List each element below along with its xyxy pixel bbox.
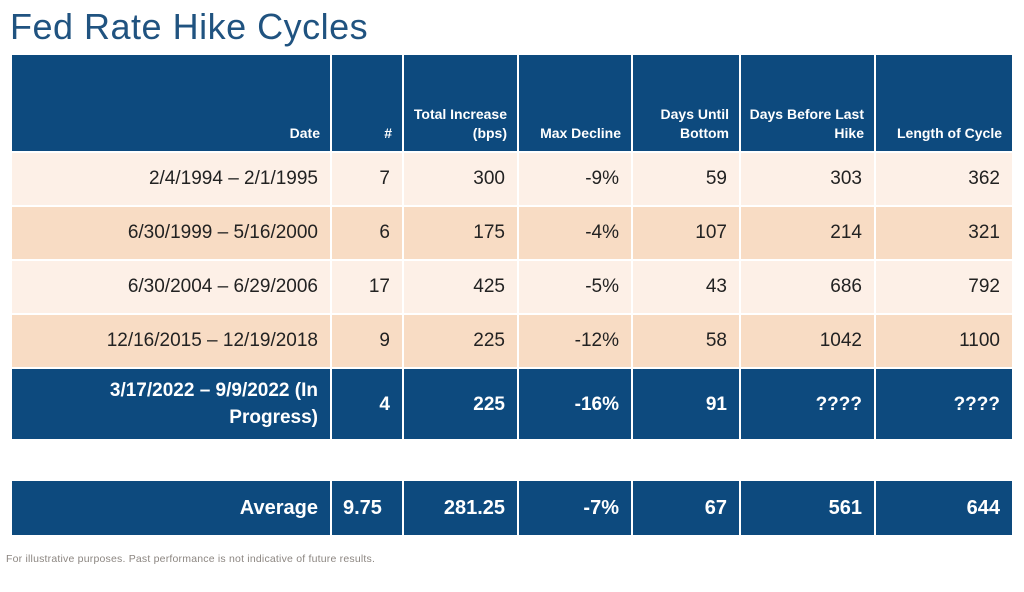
- cell-days-before-last-hike: 214: [741, 205, 876, 260]
- average-label: Average: [12, 479, 332, 536]
- table-row-1999-cycle: 6/30/1999 – 5/16/2000 6 175 -4% 107 214 …: [12, 205, 1012, 260]
- average-row: Average 9.75 281.25 -7% 67 561 644: [12, 479, 1012, 536]
- cell-date: 6/30/2004 – 6/29/2006: [12, 259, 332, 314]
- cell-days-until-bottom: 43: [633, 259, 741, 314]
- cell-total-increase: 225: [404, 367, 519, 440]
- cell-max-decline: -16%: [519, 367, 633, 440]
- fed-rate-table: Date # Total Increase (bps) Max Decline …: [12, 55, 1012, 440]
- table-row-2022-in-progress: 3/17/2022 – 9/9/2022 (In Progress) 4 225…: [12, 367, 1012, 440]
- header-cell-days-until-bottom: Days Until Bottom: [633, 55, 741, 152]
- cell-total-increase: 175: [404, 205, 519, 260]
- cell-length-of-cycle: 792: [876, 259, 1012, 314]
- cell-total-increase: 225: [404, 313, 519, 368]
- page-title: Fed Rate Hike Cycles: [10, 6, 369, 47]
- cell-date: 2/4/1994 – 2/1/1995: [12, 151, 332, 206]
- cell-date: 6/30/1999 – 5/16/2000: [12, 205, 332, 260]
- cell-count: 17: [332, 259, 404, 314]
- cell-count: 4: [332, 367, 404, 440]
- average-days-before-last-hike: 561: [741, 479, 876, 536]
- cell-total-increase: 300: [404, 151, 519, 206]
- average-table: Average 9.75 281.25 -7% 67 561 644: [12, 479, 1012, 536]
- cell-length-of-cycle: ????: [876, 367, 1012, 440]
- cell-total-increase: 425: [404, 259, 519, 314]
- cell-count: 9: [332, 313, 404, 368]
- average-total-increase: 281.25: [404, 479, 519, 536]
- cell-length-of-cycle: 362: [876, 151, 1012, 206]
- cell-date: 3/17/2022 – 9/9/2022 (In Progress): [12, 367, 332, 440]
- header-row: Date # Total Increase (bps) Max Decline …: [12, 55, 1012, 152]
- table-row-2015-cycle: 12/16/2015 – 12/19/2018 9 225 -12% 58 10…: [12, 313, 1012, 368]
- header-cell-length-of-cycle: Length of Cycle: [876, 55, 1012, 152]
- cell-max-decline: -4%: [519, 205, 633, 260]
- average-days-until-bottom: 67: [633, 479, 741, 536]
- cell-days-until-bottom: 58: [633, 313, 741, 368]
- header-cell-max-decline: Max Decline: [519, 55, 633, 152]
- cell-length-of-cycle: 1100: [876, 313, 1012, 368]
- average-max-decline: -7%: [519, 479, 633, 536]
- cell-max-decline: -12%: [519, 313, 633, 368]
- header-cell-count: #: [332, 55, 404, 152]
- cell-count: 6: [332, 205, 404, 260]
- cell-days-before-last-hike: 303: [741, 151, 876, 206]
- cell-date: 12/16/2015 – 12/19/2018: [12, 313, 332, 368]
- fed-rate-table-container: Date # Total Increase (bps) Max Decline …: [12, 55, 1012, 536]
- average-length-of-cycle: 644: [876, 479, 1012, 536]
- cell-days-until-bottom: 91: [633, 367, 741, 440]
- cell-max-decline: -9%: [519, 151, 633, 206]
- cell-days-before-last-hike: 686: [741, 259, 876, 314]
- header-cell-days-before-last-hike: Days Before Last Hike: [741, 55, 876, 152]
- average-count: 9.75: [332, 479, 404, 536]
- table-row-1994-cycle: 2/4/1994 – 2/1/1995 7 300 -9% 59 303 362: [12, 151, 1012, 206]
- cell-days-before-last-hike: ????: [741, 367, 876, 440]
- table-row-2004-cycle: 6/30/2004 – 6/29/2006 17 425 -5% 43 686 …: [12, 259, 1012, 314]
- cell-days-until-bottom: 59: [633, 151, 741, 206]
- header-cell-date: Date: [12, 55, 332, 152]
- disclaimer-text: For illustrative purposes. Past performa…: [6, 553, 376, 566]
- cell-days-until-bottom: 107: [633, 205, 741, 260]
- cell-length-of-cycle: 321: [876, 205, 1012, 260]
- cell-max-decline: -5%: [519, 259, 633, 314]
- cell-count: 7: [332, 151, 404, 206]
- cell-days-before-last-hike: 1042: [741, 313, 876, 368]
- header-cell-total-increase: Total Increase (bps): [404, 55, 519, 152]
